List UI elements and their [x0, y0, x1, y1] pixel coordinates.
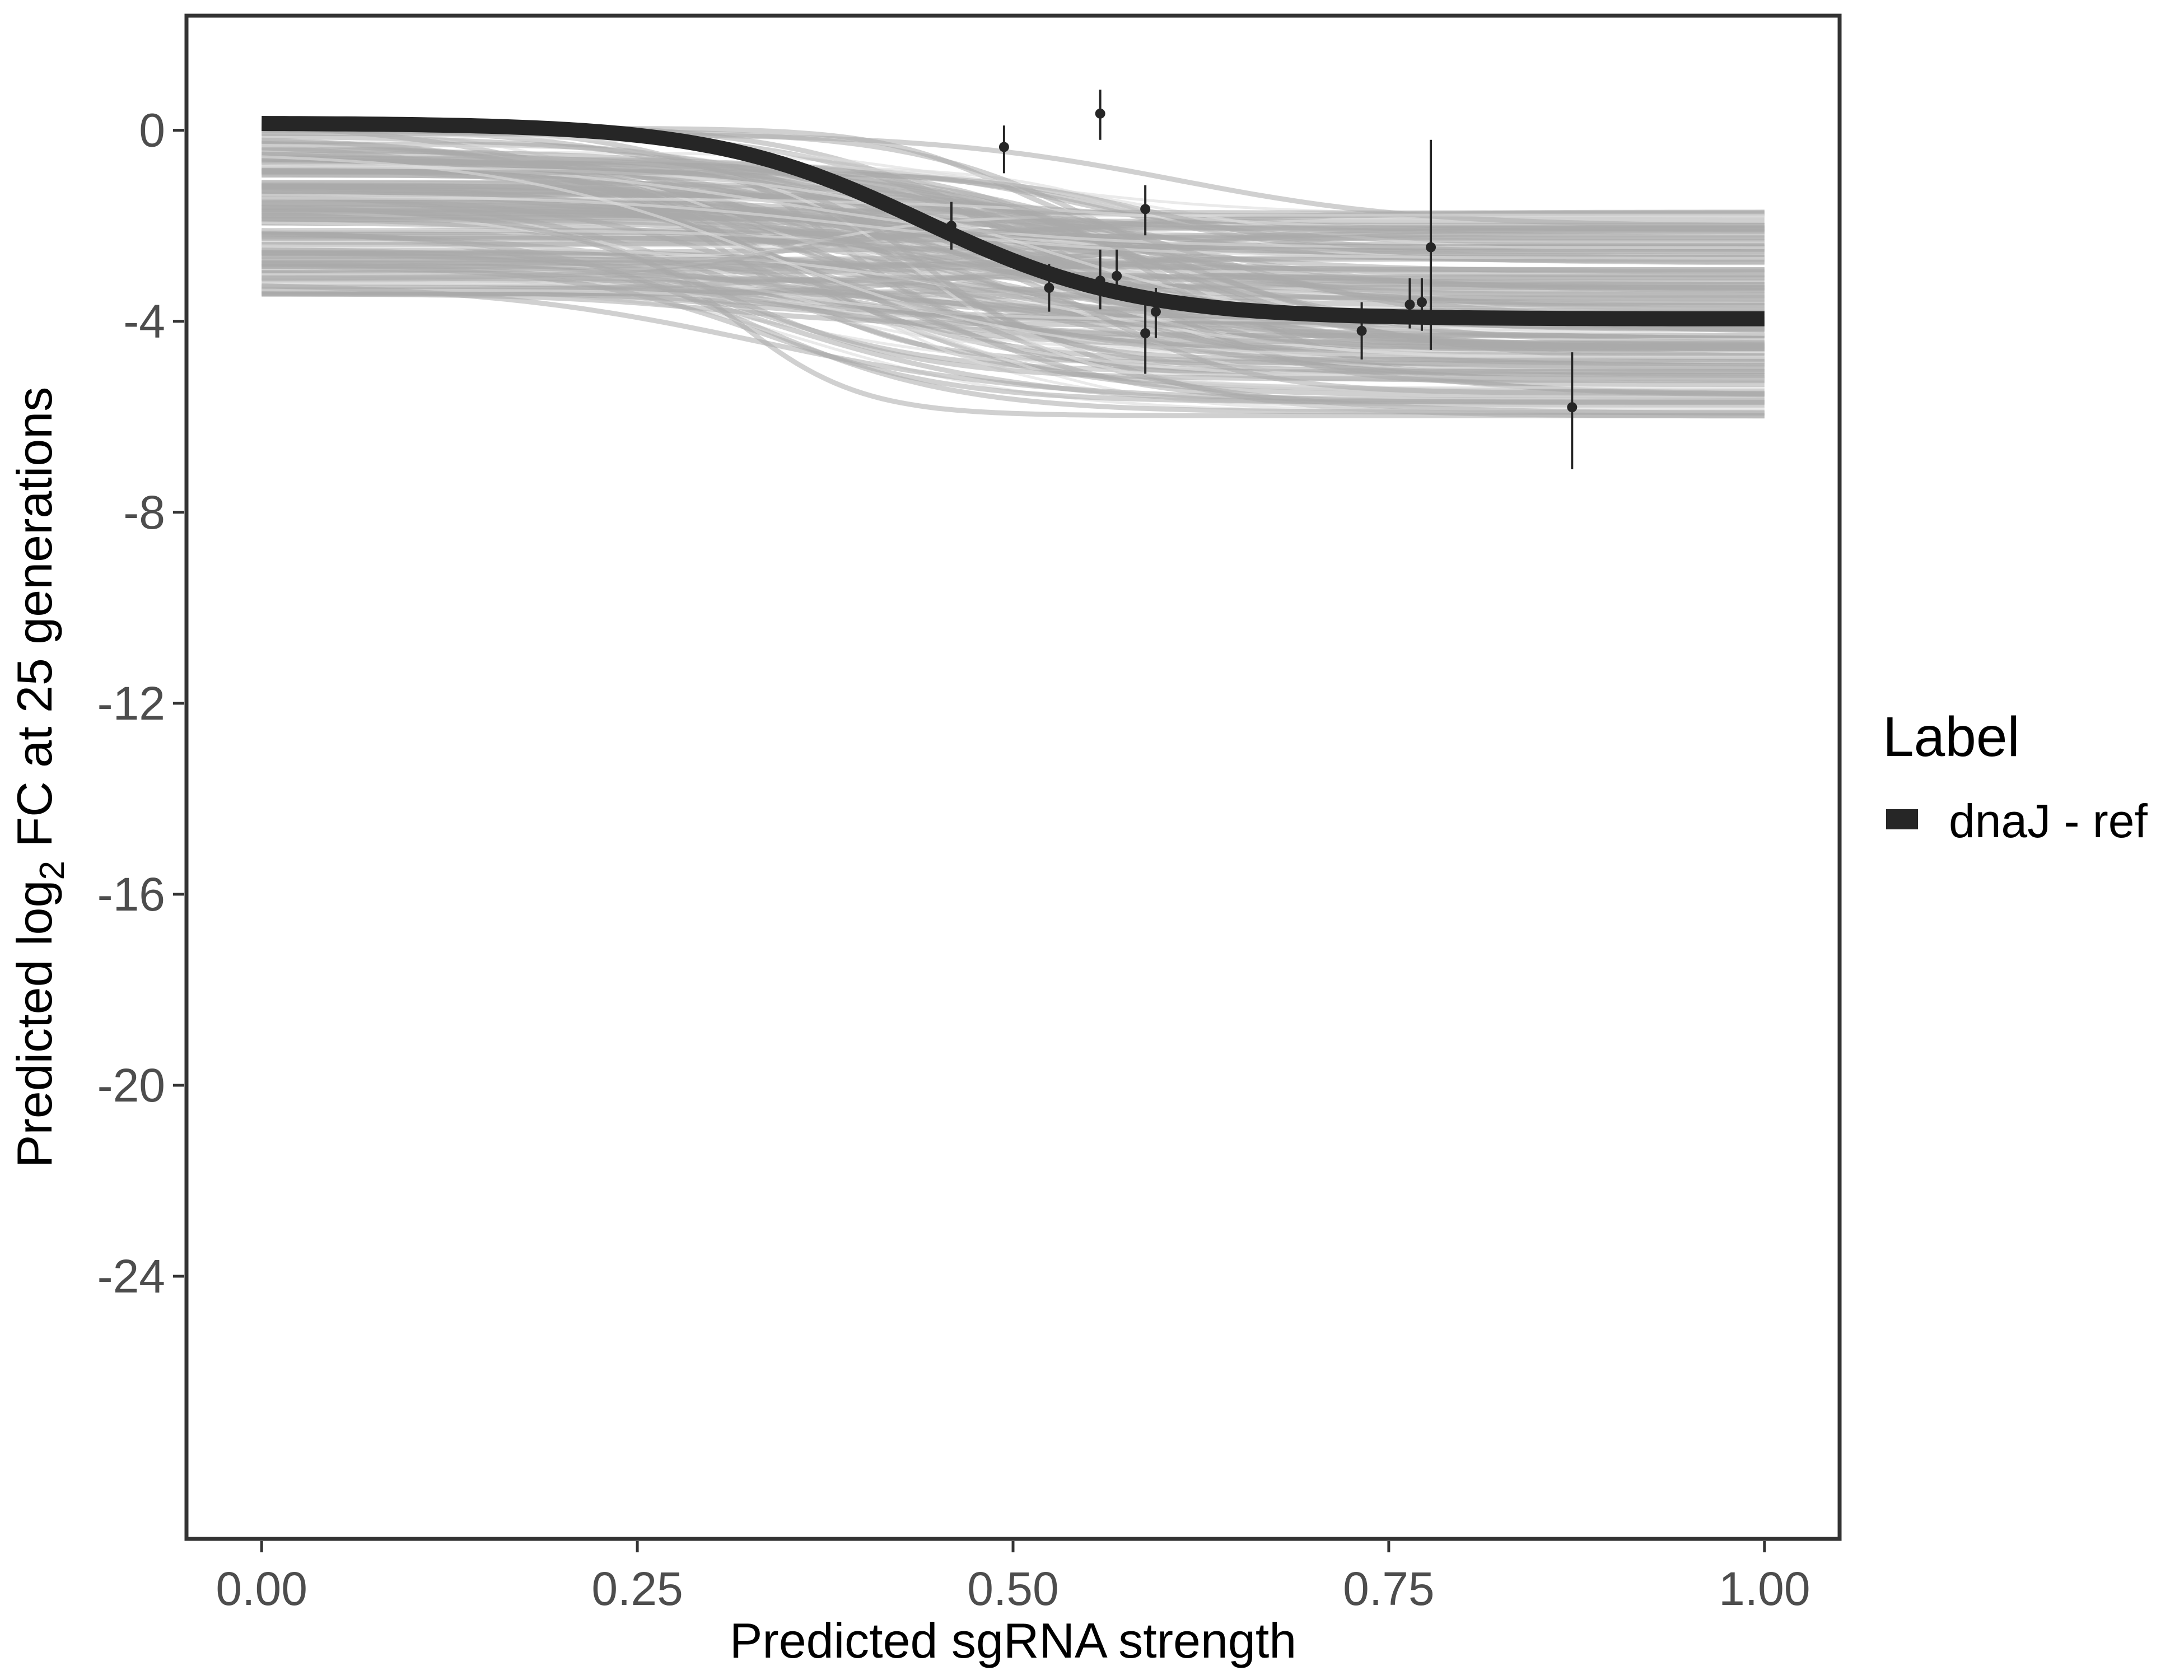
y-tick-label: 0	[139, 104, 165, 157]
data-point	[1095, 276, 1105, 286]
fit-curve-layer	[262, 116, 1765, 326]
data-point	[1140, 204, 1151, 214]
x-tick-label: 1.00	[1719, 1562, 1810, 1615]
x-axis-label: Predicted sgRNA strength	[730, 1613, 1297, 1668]
posterior-draw-line	[262, 169, 1765, 255]
posterior-draw-line	[262, 165, 1765, 336]
data-point	[1356, 325, 1367, 336]
posterior-draw-line	[262, 226, 1765, 281]
y-tick-label: -12	[97, 677, 165, 730]
y-tick-label: -4	[123, 295, 165, 348]
y-tick-label: -8	[123, 486, 165, 539]
posterior-draw-line	[262, 262, 1765, 370]
data-point	[1112, 270, 1122, 281]
x-axis: 0.00 0.25 0.50 0.75 1.00	[216, 1541, 1810, 1615]
data-point	[1416, 297, 1427, 307]
data-point	[1095, 108, 1105, 119]
posterior-draw-line	[262, 235, 1765, 396]
data-point	[1150, 306, 1161, 317]
fit-curve-dnaj-ref	[262, 116, 1765, 326]
posterior-draw-line	[262, 205, 1765, 382]
posterior-draw-line	[262, 283, 1765, 403]
posterior-draw-line	[262, 204, 1765, 302]
data-points	[946, 90, 1578, 470]
y-tick-label: -16	[97, 868, 165, 921]
legend: Label dnaJ - ref	[1883, 706, 2148, 847]
y-axis-label-subscript: 2	[33, 861, 72, 880]
posterior-draw-line	[262, 155, 1765, 359]
y-axis-label-prefix: Predicted log	[7, 880, 62, 1168]
legend-key-dnaj-ref	[1886, 809, 1918, 829]
x-tick-label: 0.75	[1343, 1562, 1435, 1615]
legend-label-dnaj-ref: dnaJ - ref	[1949, 795, 2148, 847]
y-axis-label-suffix: FC at 25 generations	[7, 387, 62, 861]
y-tick-label: -24	[97, 1250, 165, 1303]
data-point	[1567, 402, 1578, 413]
posterior-draw-line	[262, 156, 1765, 351]
y-axis: 0 -4 -8 -12 -16 -20 -24	[97, 104, 184, 1303]
data-point	[1426, 242, 1436, 253]
posterior-draw-line	[262, 147, 1765, 291]
y-axis-label: Predicted log2 FC at 25 generations	[7, 387, 72, 1168]
data-point	[1044, 283, 1054, 293]
x-tick-label: 0.50	[967, 1562, 1059, 1615]
data-point	[946, 221, 956, 231]
posterior-draw-line	[262, 231, 1765, 415]
legend-title: Label	[1883, 706, 2020, 768]
y-tick-label: -20	[97, 1059, 165, 1112]
data-point	[1140, 328, 1151, 339]
x-tick-label: 0.25	[591, 1562, 683, 1615]
x-tick-label: 0.00	[216, 1562, 307, 1615]
plot-border	[184, 13, 1842, 1541]
data-point	[998, 142, 1009, 152]
data-point	[1404, 299, 1415, 310]
